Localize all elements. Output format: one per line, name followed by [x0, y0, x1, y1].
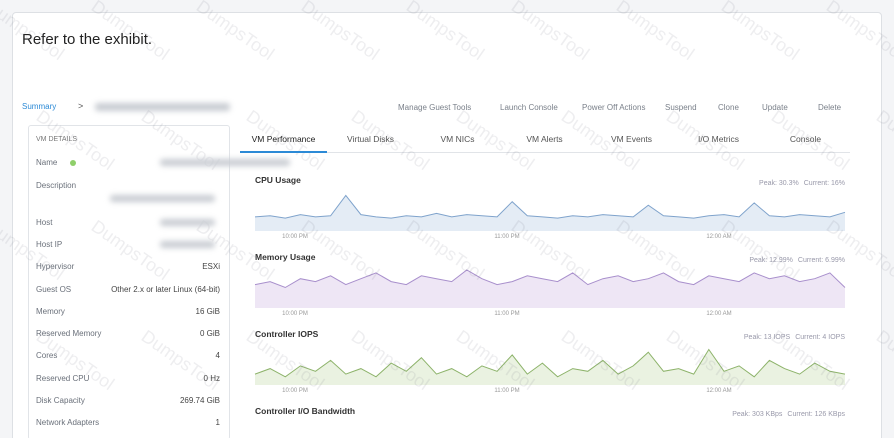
tab[interactable]: I/O Metrics [697, 134, 740, 144]
chart-title: CPU Usage [255, 175, 301, 185]
chart-title: Controller I/O Bandwidth [255, 406, 355, 416]
chart-peak: Peak: 30.3% [759, 180, 799, 187]
breadcrumb-link[interactable]: Summary [22, 102, 57, 111]
breadcrumb-separator: > [78, 101, 84, 111]
time-label: 12:00 AM [706, 388, 731, 394]
chart-current: Current: 126 KBps [787, 411, 845, 418]
detail-value: 0 GiB [199, 329, 220, 338]
detail-label: Guest OS [36, 285, 72, 294]
action-button[interactable]: Clone [718, 103, 739, 112]
chart-area [255, 270, 845, 308]
chart-peak: Peak: 13 IOPS [744, 334, 791, 341]
tab[interactable]: VM NICs [440, 134, 475, 144]
time-label: 11:00 PM [494, 388, 519, 394]
detail-label: Memory [36, 307, 65, 316]
chart-peak: Peak: 12.99% [749, 257, 793, 264]
tab[interactable]: VM Alerts [526, 134, 563, 144]
blurred-value [160, 219, 215, 226]
detail-value: 1 [215, 418, 220, 427]
time-label: 11:00 PM [494, 311, 519, 317]
tab-underline [240, 151, 327, 153]
detail-label: Hypervisor [36, 262, 75, 271]
blurred-value [160, 159, 290, 166]
chart-line [254, 194, 846, 219]
detail-value: Other 2.x or later Linux (64-bit) [111, 285, 220, 294]
detail-value: 269.74 GiB [179, 396, 220, 405]
detail-label: Reserved CPU [36, 374, 90, 383]
tab-divider [240, 152, 850, 153]
action-button[interactable]: Update [762, 103, 788, 112]
action-button[interactable]: Suspend [665, 103, 697, 112]
chart-title: Memory Usage [255, 252, 316, 262]
chart-area [255, 349, 845, 385]
chart-line [254, 269, 846, 289]
time-label: 10:00 PM [282, 311, 308, 317]
time-label: 12:00 AM [706, 234, 731, 240]
action-button[interactable]: Manage Guest Tools [398, 103, 472, 112]
detail-value: ESXi [202, 262, 220, 271]
detail-label: Disk Capacity [36, 396, 85, 405]
detail-value: 16 GiB [195, 307, 220, 316]
tab[interactable]: VM Events [610, 134, 653, 144]
tab[interactable]: VM Performance [251, 134, 316, 144]
time-label: 11:00 PM [494, 234, 519, 240]
action-button[interactable]: Launch Console [500, 103, 558, 112]
detail-label: Cores [36, 351, 58, 360]
detail-label: Description [36, 181, 77, 190]
time-label: 10:00 PM [282, 234, 308, 240]
panel-title: VM DETAILS [36, 136, 78, 143]
blurred-value [160, 241, 215, 248]
chart-current: Current: 16% [804, 180, 845, 187]
action-button[interactable]: Power Off Actions [582, 103, 646, 112]
tab[interactable]: Console [789, 134, 822, 144]
chart-area [255, 195, 845, 231]
detail-label: Host IP [36, 240, 63, 249]
chart-line [254, 348, 846, 378]
action-button[interactable]: Delete [818, 103, 842, 112]
detail-label: Name [36, 158, 58, 167]
status-dot [70, 160, 76, 166]
chart-current: Current: 4 IOPS [795, 334, 845, 341]
detail-label: Reserved Memory [36, 329, 102, 338]
detail-label: Host [36, 218, 53, 227]
vm-details-panel [28, 125, 230, 438]
chart-title: Controller IOPS [255, 329, 319, 339]
detail-value: 0 Hz [203, 374, 220, 383]
page-title: Refer to the exhibit. [22, 31, 153, 48]
time-label: 10:00 PM [282, 388, 308, 394]
chart-peak: Peak: 303 KBps [732, 411, 783, 418]
chart-current: Current: 6.99% [798, 257, 845, 264]
detail-value: 4 [215, 351, 220, 360]
time-label: 12:00 AM [706, 311, 731, 317]
detail-label: Network Adapters [36, 418, 100, 427]
blurred-value [110, 195, 215, 202]
blurred-vm-name [95, 103, 230, 111]
tab[interactable]: Virtual Disks [346, 134, 395, 144]
